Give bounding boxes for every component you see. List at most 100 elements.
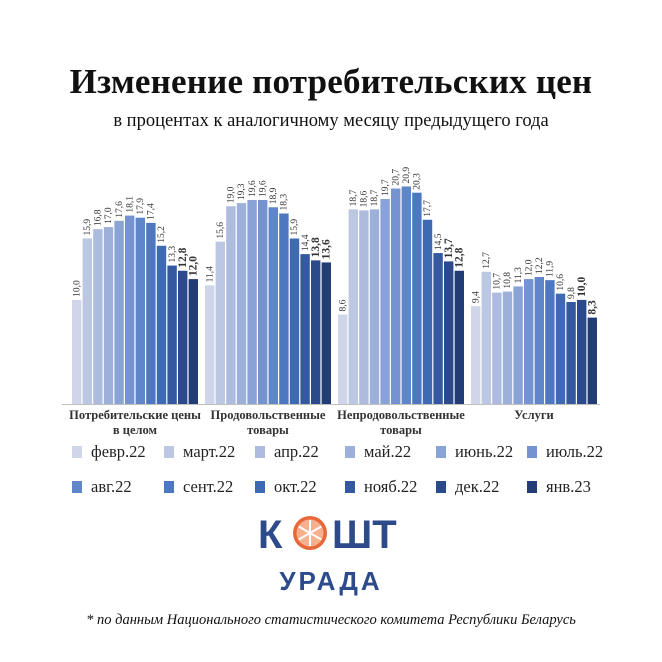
kosht-logo: К ШТ	[258, 513, 397, 554]
bar	[247, 199, 257, 404]
bar	[300, 254, 310, 404]
data-label: 13,8	[310, 237, 322, 257]
bar	[114, 220, 124, 404]
chart-title: Изменение потребительских цен	[69, 62, 593, 101]
legend-swatch	[345, 446, 355, 458]
footnote: * по данным Национального статистическог…	[86, 612, 576, 628]
legend-swatch	[72, 446, 82, 458]
category-label: Потребительские цены	[69, 408, 201, 422]
data-label: 19,3	[237, 183, 247, 200]
data-label: 18,1	[125, 196, 135, 213]
bar	[311, 260, 321, 404]
data-label: 14,5	[434, 233, 444, 250]
data-label: 19,6	[248, 180, 258, 197]
data-label: 9,8	[567, 287, 577, 299]
bar	[215, 241, 225, 404]
bar-chart: 10,015,916,8 17,0 17,6 18,1 17,9 17,415,213,3…	[62, 167, 600, 437]
legend-swatch	[436, 481, 446, 493]
legend-label: май.22	[364, 442, 412, 461]
category-label: Услуги	[514, 408, 554, 422]
data-label: 15,2	[157, 226, 167, 243]
data-label: 9,4	[471, 291, 481, 303]
legend-label: дек.22	[455, 477, 500, 496]
bar	[534, 277, 544, 404]
bar	[258, 199, 268, 404]
category-label: товары	[380, 423, 422, 437]
legend-swatch	[527, 446, 537, 458]
bar	[444, 261, 454, 404]
legend-label: янв.23	[546, 477, 591, 496]
legend-swatch	[345, 481, 355, 493]
legend-item: июль.22	[527, 442, 603, 462]
legend-label: нояб.22	[364, 477, 418, 496]
bar	[93, 229, 103, 404]
bar	[321, 262, 331, 404]
data-label: 12,0	[524, 259, 534, 276]
legend-swatch	[72, 481, 82, 493]
legend-label: авг.22	[91, 477, 132, 496]
legend-swatch	[164, 481, 174, 493]
data-label: 15,6	[216, 222, 226, 239]
bar	[205, 285, 215, 404]
category-label: Непродовольственные	[337, 408, 465, 422]
legend-item: июнь.22	[436, 442, 513, 462]
bar	[513, 286, 523, 404]
legend-swatch	[164, 446, 174, 458]
logo-text-k: К	[258, 513, 283, 554]
category-label: в целом	[113, 423, 158, 437]
legend-item: сент.22	[164, 477, 233, 497]
bar	[103, 227, 114, 404]
data-label: 12,2	[535, 257, 545, 274]
data-label: 10,0	[576, 277, 588, 297]
data-label: 18,7	[349, 189, 359, 206]
legend-item: окт.22	[255, 477, 317, 497]
data-label: 18,9	[269, 187, 279, 204]
bar	[369, 209, 380, 404]
legend-label: февр.22	[91, 442, 146, 461]
legend-item: март.22	[164, 442, 235, 462]
bar	[566, 301, 576, 404]
data-label: 14,4	[301, 234, 311, 251]
bar	[146, 222, 156, 404]
data-label: 11,3	[514, 267, 524, 284]
bar	[391, 188, 401, 404]
data-label: 17,0	[104, 207, 114, 224]
bar	[236, 203, 247, 404]
legend-item: апр.22	[255, 442, 319, 462]
legend-label: сент.22	[183, 477, 234, 496]
legend-item: февр.22	[72, 442, 146, 462]
legend-item: май.22	[345, 442, 411, 462]
data-label: 12,8	[177, 247, 189, 267]
bar	[125, 215, 135, 404]
bar	[471, 306, 481, 404]
logo-text-sht: ШТ	[332, 513, 397, 554]
bar	[359, 210, 369, 404]
bar	[412, 192, 422, 404]
bar	[72, 299, 82, 404]
chart-subtitle: в процентах к аналогичному месяцу предыд…	[113, 111, 549, 131]
data-label: 18,6	[360, 191, 370, 208]
legend-swatch	[436, 446, 446, 458]
legend-label: март.22	[183, 442, 236, 461]
bar	[555, 293, 566, 404]
legend-label: апр.22	[274, 442, 319, 461]
legend-label: окт.22	[274, 477, 317, 496]
data-label: 12,0	[187, 256, 199, 276]
bar	[338, 314, 348, 404]
data-label: 17,6	[115, 201, 125, 218]
data-label: 15,9	[290, 219, 300, 236]
data-label: 13,3	[168, 246, 178, 263]
data-label: 17,9	[136, 198, 146, 215]
data-label: 8,3	[586, 300, 598, 315]
legend-item: дек.22	[436, 477, 499, 497]
data-label: 19,6	[258, 180, 268, 197]
bar	[401, 186, 411, 404]
bar	[268, 207, 278, 404]
bar	[422, 219, 433, 404]
bar	[178, 270, 188, 404]
data-label: 19,0	[227, 186, 237, 203]
data-label: 15,9	[83, 219, 93, 236]
bar	[524, 279, 534, 404]
bar	[226, 206, 236, 404]
data-label: 20,7	[391, 169, 401, 186]
